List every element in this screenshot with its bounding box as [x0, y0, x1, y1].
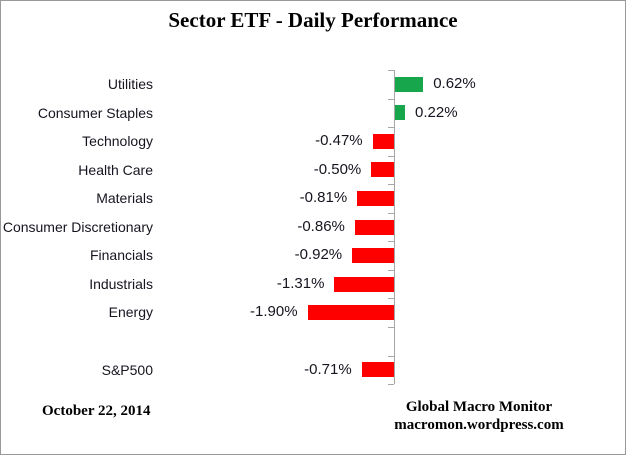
- footer-credit-line1: Global Macro Monitor: [405, 399, 553, 415]
- category-label: Consumer Staples: [37, 104, 153, 121]
- chart-title: Sector ETF - Daily Performance: [168, 8, 458, 32]
- negative-bar: [357, 190, 394, 206]
- category-label: Technology: [82, 133, 153, 150]
- negative-bar: [352, 248, 394, 264]
- category-label: Consumer Discretionary: [2, 218, 153, 235]
- value-label: 0.62%: [433, 75, 476, 92]
- axis-tick: [388, 127, 394, 129]
- category-label: S&P500: [101, 361, 153, 378]
- axis-tick: [388, 70, 394, 71]
- footer-date: October 22, 2014: [42, 403, 151, 419]
- category-label: [0, 327, 153, 356]
- axis-tick: [388, 269, 394, 271]
- value-label: -0.71%: [304, 360, 352, 378]
- category-label: Utilities: [107, 76, 153, 92]
- negative-bar: [371, 162, 394, 178]
- axis-tick: [388, 98, 394, 100]
- negative-bar: [361, 362, 394, 378]
- axis-tick: [388, 298, 394, 300]
- category-label: Industrials: [89, 275, 153, 292]
- negative-bar: [354, 219, 394, 235]
- category-axis-line: [394, 70, 395, 384]
- axis-tick: [388, 355, 394, 357]
- category-label: Energy: [108, 304, 153, 321]
- positive-bar: [395, 76, 424, 92]
- axis-tick: [388, 212, 394, 214]
- value-label: -0.86%: [297, 217, 345, 235]
- negative-bar: [334, 276, 394, 292]
- value-label: -0.50%: [313, 160, 362, 178]
- axis-tick: [388, 241, 394, 243]
- axis-tick: [388, 384, 394, 386]
- axis-tick: [388, 184, 394, 186]
- axis-tick: [388, 155, 394, 157]
- value-label: -0.81%: [299, 189, 348, 207]
- value-label: -0.47%: [315, 132, 363, 150]
- axis-tick: [388, 326, 394, 328]
- negative-bar: [372, 133, 394, 149]
- value-label: -1.31%: [276, 274, 325, 292]
- value-label: -1.90%: [250, 303, 298, 321]
- footer-credit: Global Macro Monitor macromon.wordpress.…: [388, 398, 570, 434]
- value-label: 0.22%: [415, 103, 458, 121]
- value-label: -0.92%: [294, 246, 343, 264]
- category-label: Health Care: [78, 161, 153, 178]
- negative-bar: [307, 305, 394, 321]
- category-label: Financials: [89, 247, 153, 264]
- footer-credit-line2: macromon.wordpress.com: [394, 417, 564, 433]
- positive-bar: [395, 105, 405, 121]
- category-label: Materials: [96, 190, 153, 207]
